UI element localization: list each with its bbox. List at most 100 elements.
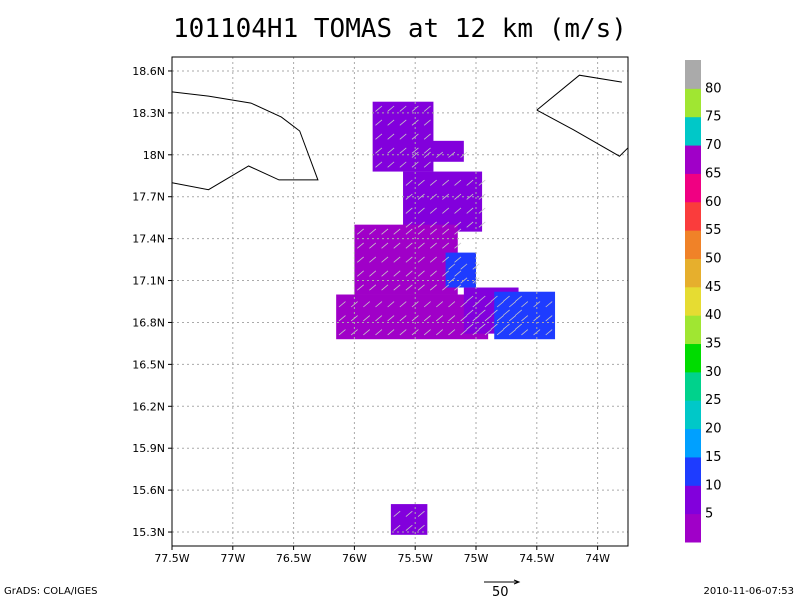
wind-arrow xyxy=(417,228,425,235)
wind-arrow xyxy=(387,161,395,168)
plot-frame xyxy=(171,56,629,547)
wind-speed-region xyxy=(354,224,458,295)
wind-arrow xyxy=(502,309,510,316)
lat-tick-label: 15.6N xyxy=(132,484,165,497)
wind-arrow xyxy=(405,270,413,277)
wind-arrow xyxy=(357,242,364,249)
wind-arrow xyxy=(381,228,389,235)
wind-arrow xyxy=(399,147,407,154)
colorbar-swatch xyxy=(685,230,701,259)
wind-arrow xyxy=(363,315,371,322)
lat-tick-label: 17.7N xyxy=(132,191,165,204)
wind-arrow xyxy=(393,524,401,531)
wind-arrow xyxy=(387,147,395,154)
colorbar-label: 35 xyxy=(705,337,722,352)
wind-arrow xyxy=(387,105,395,112)
wind-arrow xyxy=(405,284,413,291)
wind-arrow xyxy=(442,228,450,235)
wind-arrow xyxy=(375,147,383,154)
wind-arrow xyxy=(466,309,474,316)
colorbar-swatch xyxy=(685,88,701,118)
wind-arrow xyxy=(466,295,474,302)
wind-arrow xyxy=(423,301,431,308)
wind-arrow xyxy=(460,263,468,270)
wind-arrow xyxy=(448,315,456,322)
lat-tick-label: 16.2N xyxy=(132,400,165,413)
wind-arrow xyxy=(405,524,413,531)
wind-arrow xyxy=(423,105,431,112)
wind-arrow xyxy=(393,284,401,291)
wind-arrow xyxy=(442,284,450,291)
wind-arrow xyxy=(405,179,413,186)
wind-arrow xyxy=(496,329,504,336)
coastline-segment xyxy=(536,109,628,157)
wind-arrow xyxy=(509,315,516,322)
colorbar-label: 55 xyxy=(705,223,722,238)
wind-arrow xyxy=(478,309,486,316)
lat-tick-label: 16.5N xyxy=(132,358,165,371)
wind-arrow xyxy=(387,133,395,140)
wind-arrow xyxy=(369,256,377,263)
wind-arrow xyxy=(405,207,413,214)
wind-arrow xyxy=(381,270,389,277)
lat-lon-grid xyxy=(172,57,628,546)
wind-arrow xyxy=(448,277,456,284)
wind-arrow xyxy=(417,256,425,263)
wind-arrow xyxy=(448,263,456,270)
wind-arrow xyxy=(357,270,364,277)
wind-arrow xyxy=(405,193,413,200)
wind-arrow xyxy=(466,193,474,200)
wind-arrow xyxy=(429,284,437,291)
lat-tick-label: 15.3N xyxy=(132,526,165,539)
colorbar-swatch xyxy=(685,201,701,231)
wind-arrow xyxy=(411,161,419,168)
wind-arrow xyxy=(375,105,383,112)
wind-arrow xyxy=(375,161,383,168)
wind-arrow xyxy=(399,105,407,112)
colorbar-swatch xyxy=(685,343,701,373)
wind-arrow xyxy=(338,315,346,322)
colorbar-label: 50 xyxy=(705,251,722,266)
wind-arrow xyxy=(436,329,443,336)
wind-arrow xyxy=(399,301,407,308)
wind-arrow xyxy=(405,242,413,249)
wind-arrow xyxy=(466,207,474,214)
wind-arrow xyxy=(405,256,413,263)
lon-tick-label: 75.5W xyxy=(398,552,433,565)
wind-arrow xyxy=(387,119,395,126)
wind-arrow xyxy=(375,329,383,336)
wind-arrow xyxy=(454,207,462,214)
wind-arrow xyxy=(369,284,377,291)
wind-arrow xyxy=(417,221,425,228)
lon-tick-label: 77W xyxy=(220,552,245,565)
wind-arrow xyxy=(472,263,480,270)
wind-vectors xyxy=(338,105,553,531)
wind-arrow xyxy=(375,133,383,140)
wind-arrow xyxy=(423,119,431,126)
wind-arrow xyxy=(466,323,474,330)
wind-arrow xyxy=(448,329,456,336)
grads-credit: GrADS: COLA/IGES xyxy=(4,586,98,597)
lat-tick-label: 18N xyxy=(143,149,165,162)
colorbar-swatch xyxy=(685,371,701,401)
colorbar-swatch xyxy=(685,286,701,316)
wind-arrow xyxy=(369,270,377,277)
wind-arrow xyxy=(484,301,492,308)
colorbar-label: 80 xyxy=(705,81,722,96)
lat-tick-label: 16.8N xyxy=(132,316,165,329)
colorbar-label: 10 xyxy=(705,478,722,493)
wind-arrow xyxy=(472,301,480,308)
wind-arrow xyxy=(393,510,401,517)
wind-arrow xyxy=(436,301,443,308)
coastline-segment xyxy=(172,91,319,191)
colorbar-swatch xyxy=(685,116,701,146)
wind-arrow xyxy=(454,179,462,186)
wind-arrow xyxy=(490,323,498,330)
wind-arrow xyxy=(338,329,346,336)
wind-arrow xyxy=(417,524,425,531)
wind-arrow xyxy=(521,301,529,308)
wind-arrow xyxy=(515,295,523,302)
wind-arrow xyxy=(442,256,450,263)
colorbar-label: 70 xyxy=(705,138,722,153)
